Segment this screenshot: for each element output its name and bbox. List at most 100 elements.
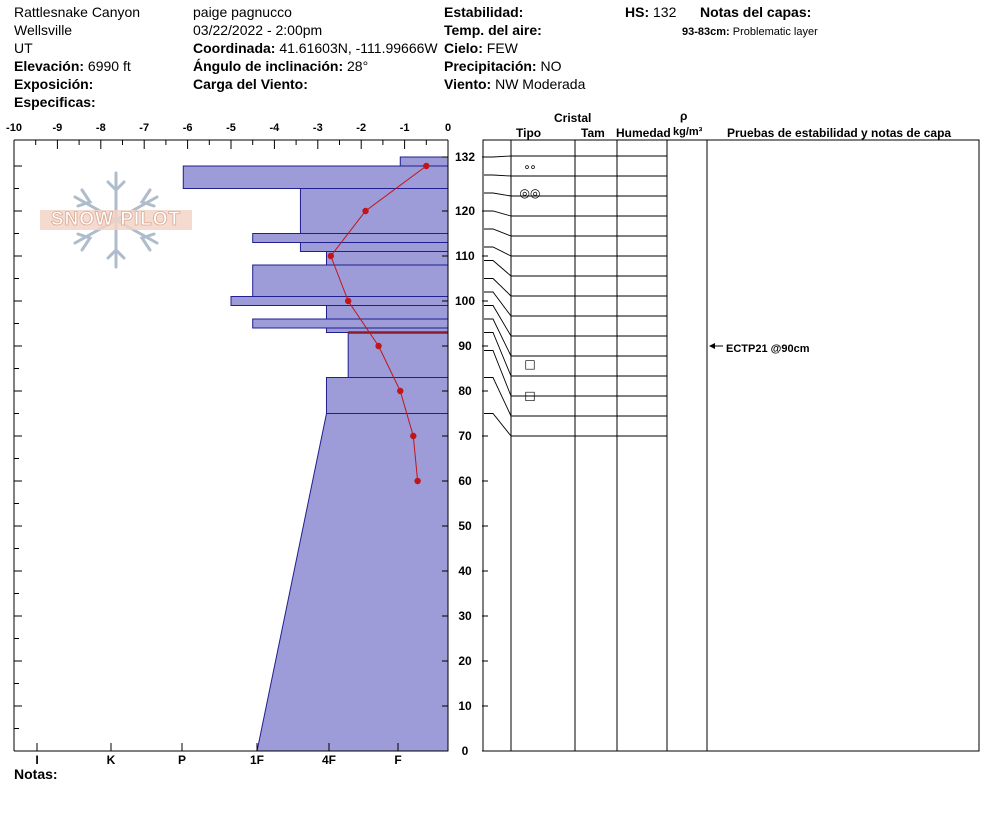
layer-table: °° ◎◎ □ □: [482, 139, 980, 752]
temp-tick-label: -2: [356, 122, 366, 134]
slope-row: Ángulo de inclinación: 28°: [193, 58, 368, 74]
temp-tick-label: 0: [445, 122, 451, 134]
logo-text: SNOW PILOT: [50, 209, 182, 230]
type-header: Tipo: [516, 126, 542, 140]
depth-tick-label: 60: [458, 474, 472, 488]
depth-tick-label: 20: [458, 654, 472, 668]
hardness-tick-label: K: [107, 753, 116, 767]
layer-connector: [484, 210, 512, 217]
coordinates-row: Coordinada: 41.61603N, -111.99666W: [193, 40, 438, 56]
hardness-bar: [256, 413, 449, 752]
snowpilot-logo: SNOW PILOT: [38, 170, 194, 270]
temperature-profile: [327, 162, 430, 485]
temperature-point: [344, 297, 352, 305]
temperature-point: [397, 387, 404, 395]
depth-tick-label: 10: [458, 699, 472, 713]
temp-tick-label: -7: [139, 122, 149, 134]
hs-label: HS:: [625, 4, 650, 20]
layer-connector: [484, 155, 512, 158]
temp-tick-label: -4: [270, 122, 281, 134]
slope-value: 28°: [347, 58, 369, 74]
specifics-label: Especificas:: [14, 94, 96, 110]
notes-label: Notas:: [14, 766, 58, 782]
crystal-symbol: □: [524, 357, 535, 371]
temperature-point: [410, 432, 417, 440]
test-arrow-head: [709, 343, 715, 349]
wind-load-label: Carga del Viento:: [193, 76, 308, 92]
temp-tick-label: -5: [226, 122, 236, 134]
temp-tick-label: -9: [53, 122, 63, 134]
location-name: Rattlesnake Canyon: [14, 4, 141, 20]
layer-connector: [484, 278, 512, 297]
depth-tick-label: 80: [458, 384, 472, 398]
layer-connector: [484, 332, 512, 377]
hs-value: 132: [653, 4, 677, 20]
elevation-row: Elevación: 6990 ft: [14, 58, 131, 74]
layer-connector: [484, 318, 512, 357]
layer-connector: [484, 174, 512, 177]
hardness-bar: [325, 305, 449, 320]
precip-value: NO: [540, 58, 562, 74]
crystal-symbol: °°: [524, 164, 536, 178]
hardness-bar: [252, 264, 449, 297]
hardness-bar: [299, 242, 449, 252]
depth-tick-label: 120: [455, 204, 475, 218]
hardness-bar: [252, 318, 449, 329]
observer-name: paige pagnucco: [193, 4, 292, 20]
layer-connector: [484, 305, 512, 337]
hardness-tick-label: P: [178, 753, 186, 767]
elevation-value: 6990 ft: [87, 58, 131, 74]
hardness-tick-label: F: [394, 753, 401, 767]
aspect-label: Exposición:: [14, 76, 94, 92]
temp-tick-label: -3: [313, 122, 323, 134]
depth-tick-label: 0: [462, 744, 469, 758]
temperature-point: [414, 477, 421, 485]
precip-row: Precipitación: NO: [444, 58, 561, 74]
layer-connector: [484, 350, 512, 397]
coordinates-value: 41.61603N, -111.99666W: [279, 40, 438, 56]
temperature-point: [423, 162, 430, 170]
hardness-bar: [347, 332, 449, 378]
layer-notes-label: Notas del capas:: [700, 4, 812, 20]
temperature-line: [330, 165, 427, 482]
density-unit-header: kg/m³: [673, 126, 703, 138]
layer-connector: [484, 377, 512, 417]
temp-tick-label: -8: [96, 122, 106, 134]
layer-connector: [484, 291, 512, 317]
crystal-symbol: □: [524, 389, 535, 403]
depth-tick-label: 132: [455, 150, 475, 164]
temp-tick-label: -6: [183, 122, 193, 134]
tests-header: Pruebas de estabilidad y notas de capa: [727, 126, 952, 140]
snowflake-icon: [40, 171, 192, 269]
crystal-symbol: ◎◎: [520, 186, 541, 200]
layer-connector: [484, 260, 512, 277]
sky-value: FEW: [486, 40, 518, 56]
layer-note-text: Problematic layer: [732, 26, 818, 38]
stability-test-note: ECTP21 @90cm: [726, 343, 810, 355]
depth-tick-label: 70: [458, 429, 472, 443]
depth-tick-label: 100: [455, 294, 475, 308]
depth-tick-label: 50: [458, 519, 472, 533]
hardness-tick-label: 4F: [322, 753, 336, 767]
size-header: Tam: [581, 126, 605, 140]
hardness-tick-label: I: [35, 753, 38, 767]
wind-value: NW Moderada: [495, 76, 586, 92]
layer-connector: [484, 228, 512, 237]
hardness-bar: [182, 165, 449, 189]
layer-note: 93-83cm: Problematic layer: [682, 24, 818, 40]
crystal-header: Cristal: [554, 111, 592, 125]
temperature-point: [362, 207, 369, 215]
air-temp-label: Temp. del aire:: [444, 22, 542, 38]
hs-row: HS: 132: [625, 4, 676, 20]
state-name: UT: [14, 40, 33, 56]
wind-label: Viento:: [444, 76, 492, 92]
depth-tick-label: 110: [455, 249, 475, 263]
layer-connector: [484, 192, 512, 197]
depth-tick-label: 30: [458, 609, 472, 623]
hardness-bar: [252, 233, 449, 243]
sky-label: Cielo:: [444, 40, 483, 56]
hardness-bar: [325, 251, 449, 266]
layer-table-border: [482, 139, 980, 752]
depth-tick-label: 90: [458, 339, 472, 353]
elevation-label: Elevación:: [14, 58, 85, 74]
